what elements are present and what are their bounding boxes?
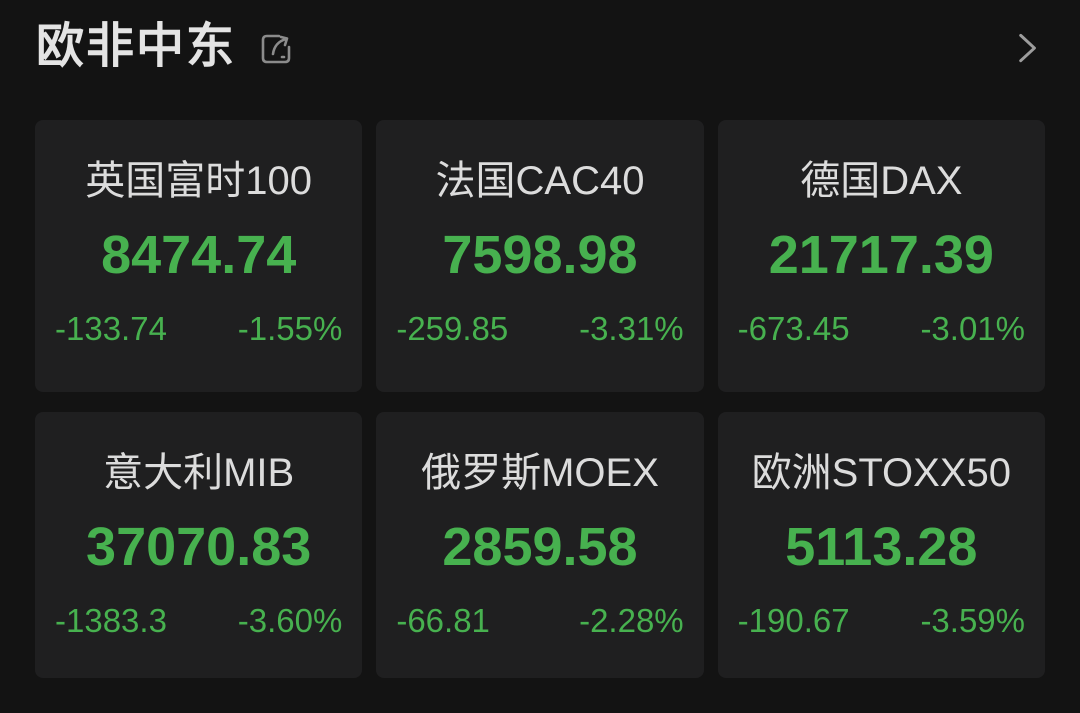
index-name: 俄罗斯MOEX (421, 451, 659, 495)
section-header: 欧非中东 (0, 0, 1080, 80)
index-price: 5113.28 (785, 517, 978, 577)
index-change-row: -190.67 -3.59% (718, 602, 1045, 640)
index-change-pct: -3.59% (920, 602, 1025, 640)
index-name: 欧洲STOXX50 (751, 451, 1011, 495)
index-change: -66.81 (396, 602, 490, 640)
index-name: 英国富时100 (85, 159, 313, 203)
index-card-cac40[interactable]: 法国CAC40 7598.98 -259.85 -3.31% (376, 120, 704, 392)
index-change: -133.74 (55, 310, 167, 348)
index-change: -259.85 (396, 310, 509, 348)
index-change: -1383.3 (55, 602, 167, 640)
index-name: 德国DAX (800, 159, 963, 203)
index-change-row: -66.81 -2.28% (376, 602, 703, 640)
section-title: 欧非中东 (36, 19, 237, 73)
share-button[interactable] (254, 29, 298, 73)
index-change: -190.67 (737, 602, 850, 640)
index-change-row: -1383.3 -3.60% (35, 602, 362, 640)
index-change-pct: -2.28% (579, 602, 684, 640)
index-price: 2859.58 (442, 517, 638, 577)
section-more-button[interactable] (1006, 29, 1046, 69)
index-card-stoxx50[interactable]: 欧洲STOXX50 5113.28 -190.67 -3.59% (717, 412, 1045, 678)
index-change-row: -133.74 -1.55% (35, 310, 362, 348)
index-price: 8474.74 (101, 225, 297, 285)
index-card-ftse100[interactable]: 英国富时100 8474.74 -133.74 -1.55% (35, 120, 363, 392)
index-change-pct: -3.60% (237, 602, 343, 640)
share-icon (254, 27, 298, 76)
index-change-row: -673.45 -3.01% (718, 310, 1045, 348)
index-name: 意大利MIB (103, 451, 295, 495)
index-card-moex[interactable]: 俄罗斯MOEX 2859.58 -66.81 -2.28% (376, 412, 704, 678)
index-card-dax[interactable]: 德国DAX 21717.39 -673.45 -3.01% (717, 120, 1045, 392)
index-change-row: -259.85 -3.31% (376, 310, 703, 348)
index-change: -673.45 (737, 310, 850, 348)
index-price: 37070.83 (86, 517, 312, 577)
index-price: 21717.39 (768, 225, 994, 285)
index-card-grid: 英国富时100 8474.74 -133.74 -1.55% 法国CAC40 7… (35, 120, 1045, 678)
chevron-right-icon (1007, 28, 1045, 71)
index-card-mib[interactable]: 意大利MIB 37070.83 -1383.3 -3.60% (35, 412, 363, 678)
index-price: 7598.98 (442, 225, 638, 285)
index-name: 法国CAC40 (435, 159, 645, 203)
index-change-pct: -3.31% (579, 310, 684, 348)
index-change-pct: -3.01% (920, 310, 1025, 348)
index-change-pct: -1.55% (237, 310, 343, 348)
